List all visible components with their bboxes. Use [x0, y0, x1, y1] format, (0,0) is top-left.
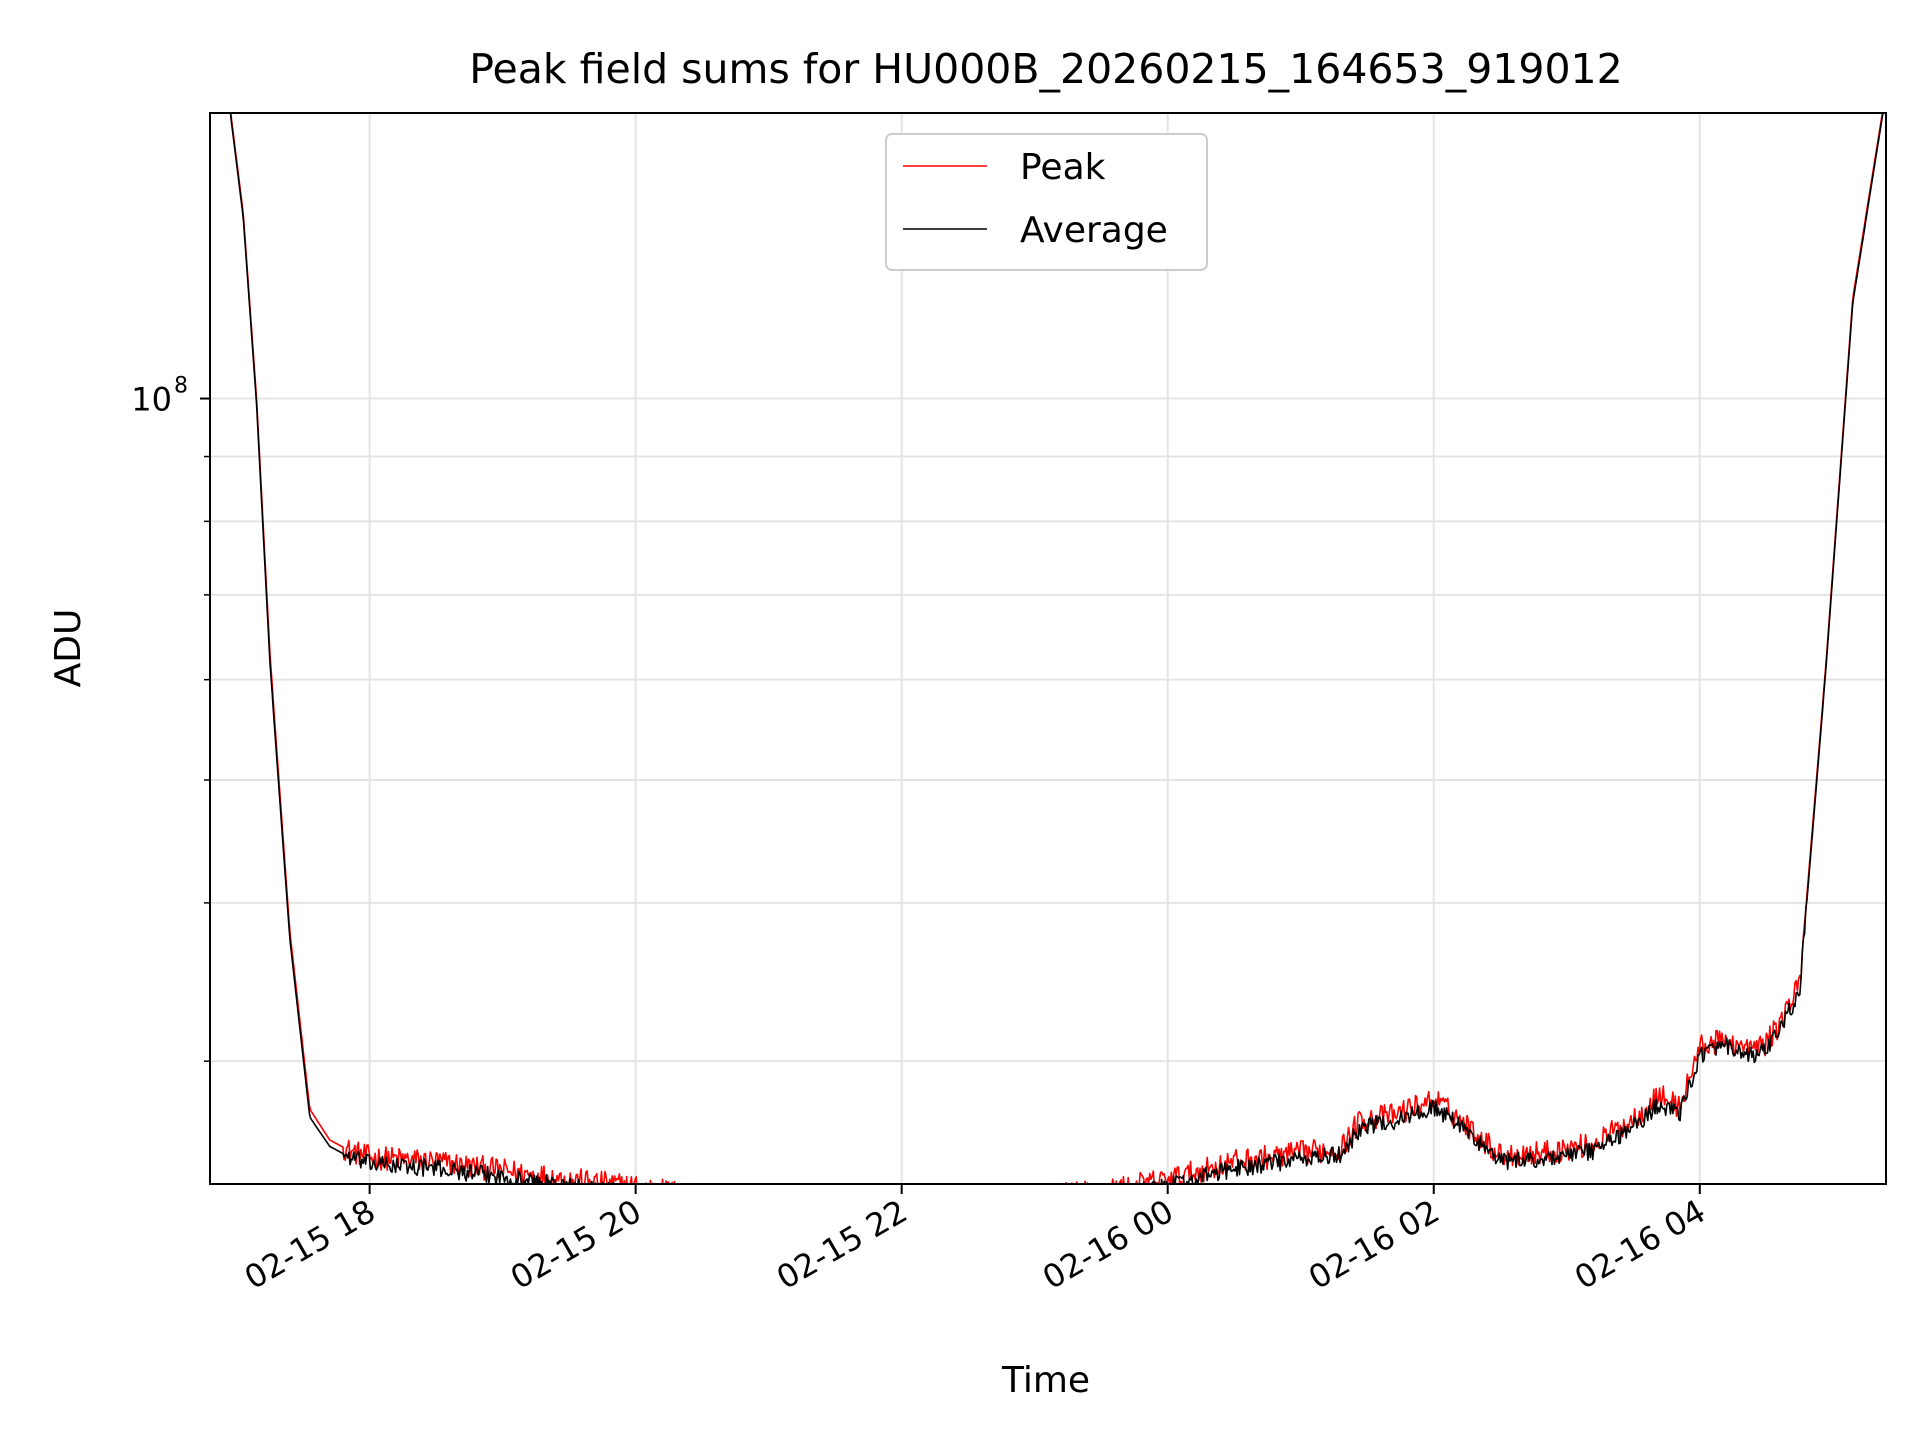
legend-label-average: Average — [1020, 210, 1168, 251]
y-axis-label: ADU — [48, 609, 89, 688]
legend-label-peak: Peak — [1020, 147, 1106, 188]
x-axis-label: Time — [1001, 1360, 1090, 1401]
y-axis-ticks: 10 8 — [131, 374, 210, 1062]
legend: Peak Average — [885, 133, 1208, 271]
plot-frame — [209, 112, 1887, 1185]
grid — [210, 113, 1886, 1184]
chart-title: Peak field sums for HU000B_20260215_1646… — [469, 45, 1622, 93]
y-tick-label-exponent: 8 — [174, 374, 188, 399]
legend-box — [885, 133, 1208, 271]
y-tick-label: 10 — [131, 381, 172, 419]
series-line-average — [229, 113, 1884, 1184]
series-layer — [229, 113, 1884, 1184]
